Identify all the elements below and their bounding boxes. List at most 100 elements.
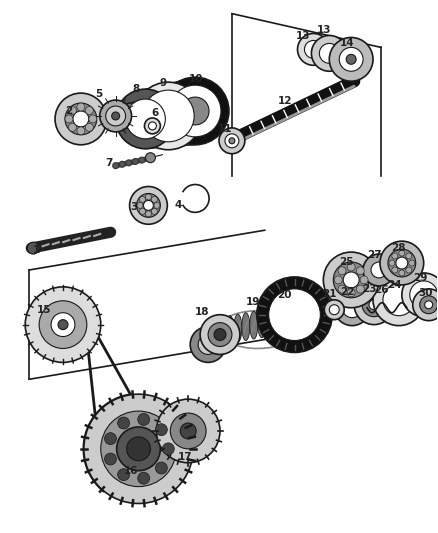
Ellipse shape xyxy=(226,316,234,343)
Circle shape xyxy=(154,203,160,208)
Circle shape xyxy=(225,134,239,148)
Circle shape xyxy=(126,99,165,139)
Text: 23: 23 xyxy=(362,284,376,294)
Circle shape xyxy=(198,335,218,354)
Circle shape xyxy=(152,197,157,203)
Circle shape xyxy=(130,187,167,224)
Circle shape xyxy=(363,254,395,286)
Ellipse shape xyxy=(266,308,274,336)
Circle shape xyxy=(89,115,97,123)
Circle shape xyxy=(297,34,329,65)
Ellipse shape xyxy=(250,311,258,339)
Circle shape xyxy=(208,322,232,346)
Text: 30: 30 xyxy=(418,288,433,298)
Circle shape xyxy=(145,194,152,200)
Circle shape xyxy=(406,253,412,259)
Text: 19: 19 xyxy=(246,297,260,307)
Circle shape xyxy=(324,300,344,320)
Circle shape xyxy=(68,124,76,131)
Circle shape xyxy=(268,289,320,341)
Text: 28: 28 xyxy=(392,243,406,253)
Circle shape xyxy=(139,208,145,214)
Circle shape xyxy=(388,249,416,277)
Circle shape xyxy=(145,211,152,217)
Circle shape xyxy=(409,260,415,266)
Circle shape xyxy=(139,197,145,203)
Ellipse shape xyxy=(234,314,242,342)
Text: 9: 9 xyxy=(160,78,167,88)
Ellipse shape xyxy=(314,300,321,327)
Circle shape xyxy=(380,241,424,285)
Circle shape xyxy=(162,443,174,455)
Circle shape xyxy=(156,399,220,463)
Circle shape xyxy=(354,285,394,325)
Circle shape xyxy=(152,208,157,214)
Circle shape xyxy=(338,267,346,274)
Ellipse shape xyxy=(242,313,250,341)
Circle shape xyxy=(55,93,107,145)
Text: 12: 12 xyxy=(277,96,292,106)
Circle shape xyxy=(214,329,226,341)
Circle shape xyxy=(343,272,359,288)
Circle shape xyxy=(342,298,362,318)
Circle shape xyxy=(383,284,415,316)
Circle shape xyxy=(118,469,130,481)
Text: 17: 17 xyxy=(178,452,193,462)
Circle shape xyxy=(144,200,153,211)
Circle shape xyxy=(27,242,39,254)
Circle shape xyxy=(402,273,438,317)
Text: 4: 4 xyxy=(175,200,182,211)
Circle shape xyxy=(319,43,339,63)
Circle shape xyxy=(137,193,160,217)
Circle shape xyxy=(170,85,221,137)
Circle shape xyxy=(112,112,120,120)
Circle shape xyxy=(399,270,405,276)
Circle shape xyxy=(334,290,370,326)
Text: 3: 3 xyxy=(130,203,137,212)
Circle shape xyxy=(413,289,438,321)
Circle shape xyxy=(127,437,150,461)
Circle shape xyxy=(106,106,126,126)
Circle shape xyxy=(65,103,97,135)
Circle shape xyxy=(329,37,373,81)
Circle shape xyxy=(77,127,85,135)
Ellipse shape xyxy=(258,310,266,337)
Circle shape xyxy=(145,118,160,134)
Polygon shape xyxy=(94,101,145,131)
Circle shape xyxy=(373,274,425,326)
Circle shape xyxy=(406,267,412,273)
Text: 26: 26 xyxy=(374,285,388,295)
Ellipse shape xyxy=(282,305,290,333)
Circle shape xyxy=(68,107,76,115)
Circle shape xyxy=(339,47,363,71)
Text: 8: 8 xyxy=(132,84,139,94)
Circle shape xyxy=(362,293,386,317)
Circle shape xyxy=(229,138,235,144)
Text: 15: 15 xyxy=(37,305,51,314)
Circle shape xyxy=(148,122,156,130)
Circle shape xyxy=(161,77,229,145)
Circle shape xyxy=(219,128,245,154)
Circle shape xyxy=(357,267,364,274)
Circle shape xyxy=(360,276,368,284)
Circle shape xyxy=(371,262,387,278)
Circle shape xyxy=(118,417,130,429)
Circle shape xyxy=(134,82,202,150)
Text: 10: 10 xyxy=(189,74,203,84)
Circle shape xyxy=(389,260,395,266)
Text: 22: 22 xyxy=(340,287,354,297)
Text: 2: 2 xyxy=(65,106,73,116)
Text: 13: 13 xyxy=(296,31,311,42)
Text: 25: 25 xyxy=(339,257,353,267)
Circle shape xyxy=(84,394,193,504)
Circle shape xyxy=(396,257,408,269)
Circle shape xyxy=(257,277,332,352)
Circle shape xyxy=(105,433,117,445)
Circle shape xyxy=(170,413,206,449)
Circle shape xyxy=(155,462,167,474)
Text: 6: 6 xyxy=(152,108,159,118)
Text: 18: 18 xyxy=(195,306,209,317)
Circle shape xyxy=(180,423,196,439)
Circle shape xyxy=(58,320,68,329)
Text: 13: 13 xyxy=(317,25,332,35)
